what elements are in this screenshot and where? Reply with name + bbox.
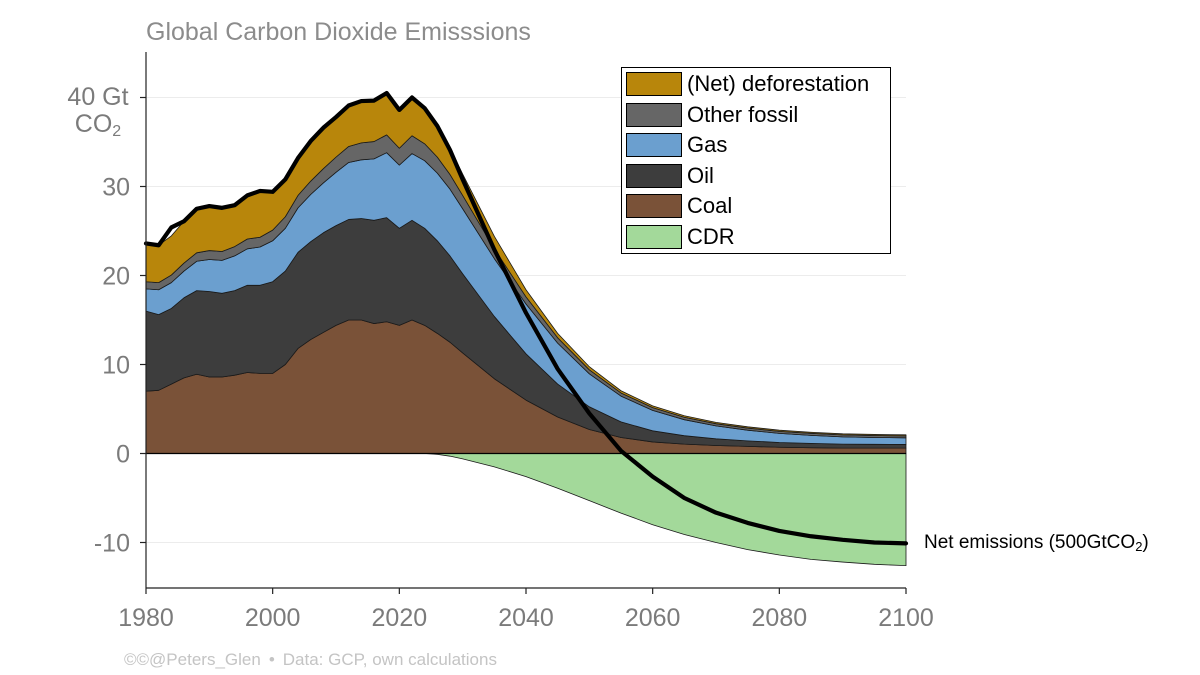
- x-tick-label-2080: 2080: [752, 604, 808, 632]
- x-tick-labels: 1980 2000 2020 2040 2060 2080 2100: [118, 604, 934, 632]
- legend-swatch-gas: [626, 133, 682, 157]
- y-axis-unit-label: 40 Gt CO2: [56, 84, 140, 145]
- legend-item-oil: Oil: [626, 163, 714, 189]
- y-tick-label--10: -10: [94, 530, 130, 558]
- legend-swatch-deforestation: [626, 72, 682, 96]
- legend-swatch-cdr: [626, 224, 682, 249]
- chart-title: Global Carbon Dioxide Emisssions: [146, 18, 531, 46]
- y-tick-label-0: 0: [116, 441, 130, 469]
- y-tick-labels: 0 10 20 30 -10: [94, 174, 130, 558]
- y-axis-unit-line1: 40 Gt: [67, 83, 129, 111]
- net-emissions-label: Net emissions (500GtCO: [924, 532, 1136, 553]
- legend-label-other-fossil: Other fossil: [687, 101, 799, 127]
- legend-label-gas: Gas: [687, 132, 728, 157]
- x-tick-label-2020: 2020: [372, 604, 428, 632]
- y-axis-unit-subscript: 2: [112, 123, 122, 140]
- net-emissions-label-subscript: 2: [1135, 539, 1143, 554]
- legend-label-oil: Oil: [687, 162, 714, 188]
- legend-item-deforestation: (Net) deforestation: [626, 71, 869, 97]
- x-tick-label-2060: 2060: [625, 604, 681, 632]
- footer-credits: ©©@Peters_Glen • Data: GCP, own calculatio…: [124, 650, 497, 670]
- net-emissions-line: [143, 90, 909, 546]
- legend-label-cdr: CDR: [687, 223, 735, 249]
- legend-item-cdr: CDR: [626, 224, 735, 250]
- legend-item-coal: Coal: [626, 193, 732, 219]
- footer-credit: ©©@Peters_Glen: [124, 650, 261, 669]
- footer-source: Data: GCP, own calculations: [282, 650, 497, 669]
- area-cdr: [146, 453, 907, 567]
- x-tick-label-2000: 2000: [245, 604, 301, 632]
- y-axis-unit-co: CO: [74, 110, 113, 138]
- net-emissions-label-end: ): [1142, 532, 1149, 553]
- legend-swatch-other-fossil: [626, 102, 682, 127]
- legend-item-gas: Gas: [626, 132, 727, 158]
- legend-swatch-coal: [626, 194, 682, 218]
- legend-label-deforestation: (Net) deforestation: [687, 71, 870, 96]
- net-emissions-line-group: [143, 90, 909, 546]
- legend-item-other-fossil: Other fossil: [626, 102, 798, 128]
- net-emissions-annotation: Net emissions (500GtCO2): [924, 532, 1149, 554]
- axes: [140, 52, 907, 594]
- y-tick-label-10: 10: [102, 352, 130, 380]
- y-tick-label-20: 20: [102, 263, 130, 291]
- x-tick-label-2100: 2100: [878, 604, 934, 632]
- legend-label-coal: Coal: [687, 193, 733, 218]
- x-tick-label-1980: 1980: [118, 604, 174, 632]
- footer-separator: •: [268, 650, 275, 669]
- legend-swatch-oil: [626, 163, 682, 188]
- legend: (Net) deforestation Other fossil Gas Oil…: [621, 67, 891, 254]
- y-tick-label-30: 30: [102, 174, 130, 202]
- x-tick-label-2040: 2040: [498, 604, 554, 632]
- y-axis-unit-line2: CO2: [56, 111, 140, 145]
